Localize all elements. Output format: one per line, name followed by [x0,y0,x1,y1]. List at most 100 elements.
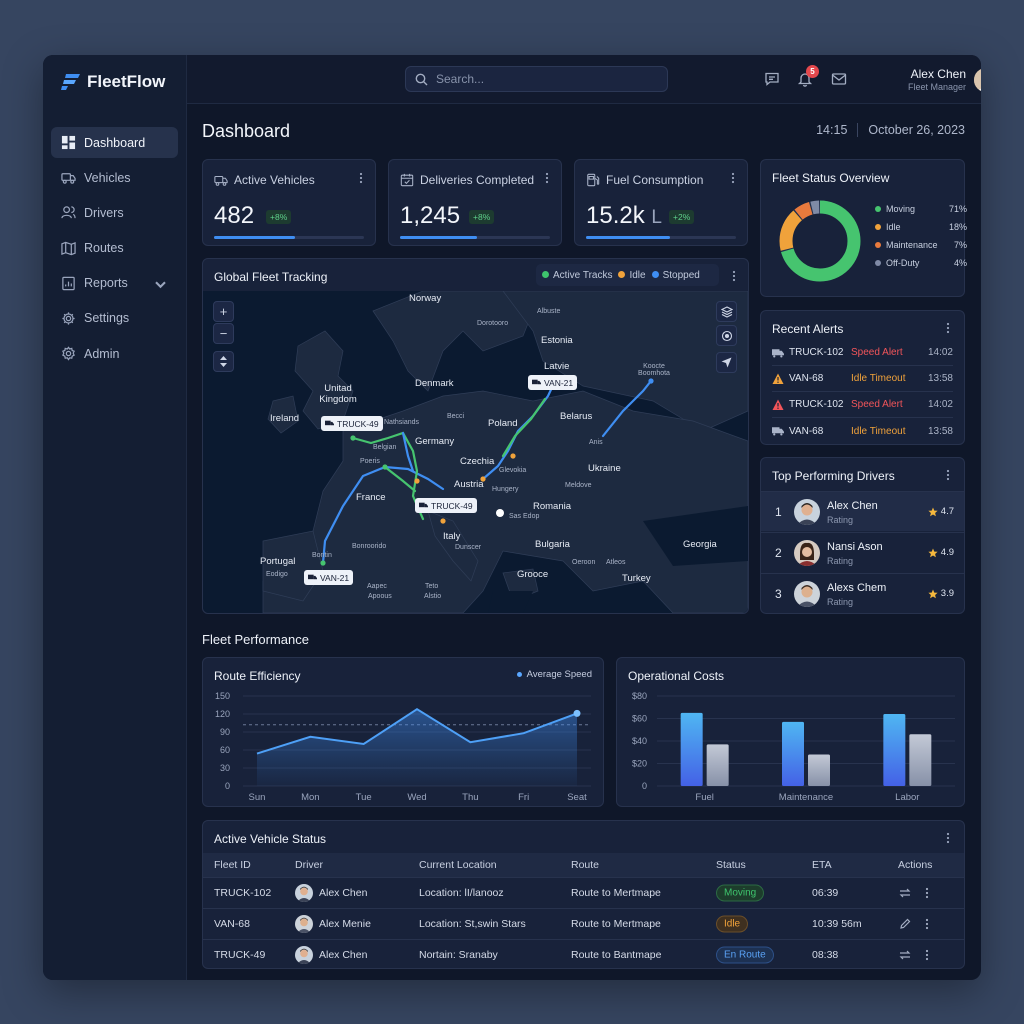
sidebar-item-vehicles[interactable]: Vehicles [51,162,178,193]
alert-row[interactable]: VAN-68 Idle Timeout 13:58 [772,418,953,444]
more-options-icon[interactable] [545,172,549,184]
driver-row[interactable]: 1 Alex Chen Rating 4.7 [761,491,964,531]
sidebar-item-drivers[interactable]: Drivers [51,197,178,228]
bar-labor-1[interactable] [883,714,906,786]
more-options-icon[interactable] [946,322,950,334]
map-label: Grooce [517,569,549,580]
alert-row[interactable]: TRUCK-102 Speed Alert 14:02 [772,340,953,366]
route: Route to Mertmape [571,887,661,899]
table-row[interactable]: TRUCK-102 Alex Chen Location: lI/lanooz … [203,877,964,908]
pencil-icon[interactable] [899,918,911,930]
more-options-icon[interactable] [946,832,950,844]
map-label: Latvie [544,361,570,372]
map-label: Romania [533,501,572,512]
table-row[interactable]: TRUCK-49 Alex Chen Nortain: Sranaby Rout… [203,939,964,968]
more-options-icon[interactable] [731,172,735,184]
map-legend: Active Tracks Idle Stopped [536,264,719,286]
sidebar-item-dashboard[interactable]: Dashboard [51,127,178,158]
swap-icon[interactable] [899,887,911,899]
current-date: October 26, 2023 [868,123,965,137]
x-tick-label: Sun [249,792,266,803]
column-header[interactable]: Status [716,859,746,871]
driver-row[interactable]: 2 Nansi Ason Rating 4.9 [761,532,964,572]
avatar [794,581,820,607]
donut-slice-idle[interactable] [779,200,861,282]
sidebar-item-routes[interactable]: Routes [51,233,178,264]
truck-icon [308,574,317,580]
search-input[interactable] [436,72,646,86]
user-name[interactable]: Alex Chen [910,67,966,81]
alert-row[interactable]: TRUCK-102 Speed Alert 14:02 [772,392,953,418]
vehicle-marker-tag[interactable]: VAN-21 [304,570,354,585]
donut-slice-moving[interactable] [779,200,861,282]
navigate-button[interactable] [716,352,737,373]
map-icon [61,241,76,255]
swap-icon[interactable] [899,949,911,961]
bar-labor-2[interactable] [909,734,932,786]
zoom-out-button[interactable]: − [213,323,234,344]
current-time: 14:15 [816,123,848,137]
avatar[interactable] [974,68,981,92]
kpi-card-deliveries[interactable]: Deliveries Completed 1,245 +8% [388,159,562,246]
avatar-person-icon [295,884,313,902]
column-header[interactable]: Route [571,859,600,871]
y-tick-label: $80 [632,691,647,701]
data-point[interactable] [573,709,581,717]
navigation-arrow-icon [721,357,732,368]
vehicle-marker-tag[interactable]: TRUCK-49 [415,498,477,513]
driver-row[interactable]: 3 Alexs Chem Rating 3.9 [761,573,964,613]
x-tick-label: Mon [301,792,319,803]
kpi-label: Fuel Consumption [606,173,704,187]
bar-fuel-2[interactable] [706,744,729,786]
legend-item[interactable]: Stopped [651,270,700,281]
bar-maintenance-2[interactable] [808,754,830,787]
map-label: Dunscer [455,544,482,551]
more-options-icon[interactable] [925,918,929,930]
logo[interactable]: FleetFlow [61,71,165,93]
chart-legend: Average Speed [516,669,592,680]
legend-label: Maintenance [886,240,938,250]
kpi-change-badge: +8% [469,210,495,224]
kpi-card-fuel[interactable]: Fuel Consumption 15.2k L +2% [574,159,748,246]
alert-row[interactable]: VAN-68 Idle Timeout 13:58 [772,366,953,392]
more-options-icon[interactable] [946,469,950,481]
truck-icon [325,420,334,426]
more-options-icon[interactable] [359,172,363,184]
recenter-button[interactable] [716,325,737,346]
pan-vertical-button[interactable] [213,351,234,372]
column-header[interactable]: ETA [812,859,832,871]
sidebar-item-admin[interactable]: Admin [51,338,178,369]
more-options-icon[interactable] [732,270,736,282]
chevron-down-icon[interactable] [153,277,168,292]
zoom-in-button[interactable]: + [213,301,234,322]
map-canvas[interactable]: Norway Albuste Dorotooro Estonia Latvie … [203,291,748,613]
map-label: Oeroon [572,559,596,566]
column-header[interactable]: Fleet ID [214,859,251,871]
search-box[interactable] [405,66,668,92]
kpi-change-badge: +8% [266,210,292,224]
column-header[interactable]: Current Location [419,859,497,871]
layers-button[interactable] [716,301,737,322]
sidebar-item-settings[interactable]: Settings [51,303,178,334]
vehicle-marker-tag[interactable]: TRUCK-49 [321,416,383,431]
table-row[interactable]: VAN-68 Alex Menie Location: St,swin Star… [203,908,964,939]
kpi-label: Active Vehicles [234,173,315,187]
legend-item[interactable]: Idle [618,270,646,281]
legend-item[interactable]: Active Tracks [542,270,612,281]
column-header[interactable]: Driver [295,859,323,871]
sidebar-item-reports[interactable]: Reports [51,268,178,299]
more-options-icon[interactable] [925,887,929,899]
more-options-icon[interactable] [925,949,929,961]
map-label: Poeris [360,458,380,465]
map-label: Estonia [541,335,573,346]
map-label: Albuste [537,308,561,315]
status-cell: Idle [716,915,749,933]
kpi-card-active-vehicles[interactable]: Active Vehicles 482 +8% [202,159,376,246]
map-label: Belgian [373,444,397,451]
mail-icon[interactable] [831,71,847,87]
vehicle-marker-tag[interactable]: VAN-21 [528,375,578,390]
bar-fuel-1[interactable] [680,712,703,786]
bar-maintenance-1[interactable] [782,721,804,786]
chat-icon[interactable] [764,71,780,87]
alert-vehicle-id: VAN-68 [789,373,824,384]
